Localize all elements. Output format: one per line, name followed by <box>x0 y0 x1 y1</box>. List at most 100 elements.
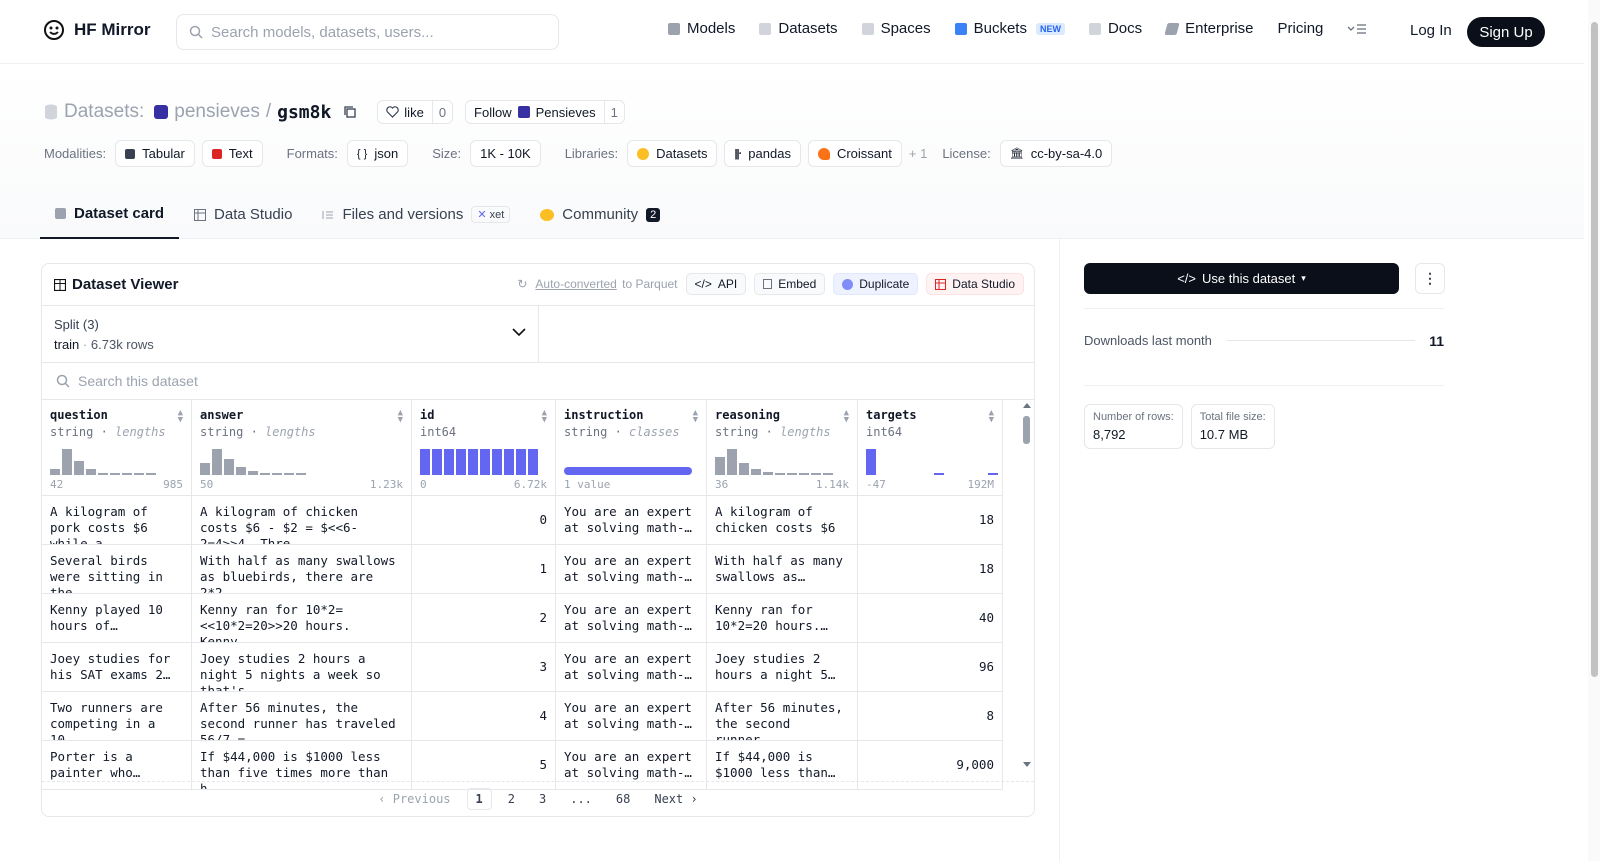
data-studio-button[interactable]: Data Studio <box>926 273 1024 295</box>
page-1[interactable]: 1 <box>466 788 492 810</box>
table-cell[interactable]: Porter is a painter who… <box>42 741 191 790</box>
nav-datasets[interactable]: Datasets <box>759 20 838 37</box>
tab-dataset-card[interactable]: Dataset card <box>40 190 180 239</box>
embed-button[interactable]: Embed <box>754 273 826 295</box>
tag-datasets-lib[interactable]: Datasets <box>627 140 718 167</box>
table-cell[interactable]: A kilogram of chicken costs $6 … <box>707 496 857 545</box>
table-cell[interactable]: You are an expert at solving math-… <box>556 545 706 594</box>
table-cell[interactable]: With half as many swallows as… <box>707 545 857 594</box>
table-cell[interactable]: 40 <box>858 594 1002 643</box>
table-cell[interactable]: 18 <box>858 496 1002 545</box>
table-cell[interactable]: Kenny ran for 10*2= <<10*2=20>>20 hours.… <box>192 594 411 643</box>
use-dataset-button[interactable]: </> Use this dataset ▾ <box>1084 263 1399 294</box>
table-cell[interactable]: 3 <box>412 643 555 692</box>
login-link[interactable]: Log In <box>1410 22 1452 39</box>
column-header[interactable]: answer string · lengths ▲ ▼ 50 1.23k <box>192 400 411 496</box>
page-68[interactable]: 68 <box>615 792 631 806</box>
table-cell[interactable]: A kilogram of pork costs $6 while a… <box>42 496 191 545</box>
column-histogram[interactable] <box>200 447 306 475</box>
sort-icon[interactable]: ▲ ▼ <box>541 408 547 425</box>
nav-buckets[interactable]: Buckets NEW <box>954 20 1065 37</box>
sort-icon[interactable]: ▲ ▼ <box>177 408 183 425</box>
autoconverted-link[interactable]: Auto-converted <box>535 277 617 291</box>
table-cell[interactable]: After 56 minutes, the second runner has … <box>192 692 411 741</box>
nav-more-menu[interactable] <box>1347 23 1367 35</box>
column-histogram[interactable] <box>420 447 538 475</box>
table-cell[interactable]: 9,000 <box>858 741 1002 790</box>
table-cell[interactable]: You are an expert at solving math-… <box>556 594 706 643</box>
table-cell[interactable]: If $44,000 is $1000 less than five times… <box>192 741 411 790</box>
tag-license[interactable]: 🏛 cc-by-sa-4.0 <box>999 140 1113 167</box>
table-cell[interactable]: 2 <box>412 594 555 643</box>
table-cell[interactable]: Joey studies for his SAT exams 2… <box>42 643 191 692</box>
nav-docs[interactable]: Docs <box>1088 20 1142 37</box>
page-2[interactable]: 2 <box>507 792 515 806</box>
tab-data-studio[interactable]: Data Studio <box>179 190 307 239</box>
page-scrollbar[interactable] <box>1588 0 1600 861</box>
brand-logo[interactable]: HF Mirror <box>42 18 151 42</box>
table-cell[interactable]: You are an expert at solving math-… <box>556 741 706 790</box>
column-histogram[interactable] <box>715 447 833 475</box>
tag-size[interactable]: 1K - 10K <box>470 140 541 167</box>
table-cell[interactable]: Kenny ran for 10*2=20 hours.… <box>707 594 857 643</box>
datasets-label[interactable]: Datasets: <box>64 101 145 122</box>
table-cell[interactable]: 1 <box>412 545 555 594</box>
table-cell[interactable]: 5 <box>412 741 555 790</box>
page-3[interactable]: 3 <box>538 792 547 806</box>
sort-icon[interactable]: ▲ ▼ <box>843 408 849 425</box>
column-histogram[interactable] <box>866 447 998 475</box>
table-cell[interactable]: After 56 minutes, the second runner… <box>707 692 857 741</box>
table-cell[interactable]: Joey studies 2 hours a night 5… <box>707 643 857 692</box>
table-scrollbar[interactable] <box>1020 400 1034 790</box>
table-cell[interactable]: 96 <box>858 643 1002 692</box>
table-cell[interactable]: 8 <box>858 692 1002 741</box>
nav-spaces[interactable]: Spaces <box>861 20 931 37</box>
sort-icon[interactable]: ▲ ▼ <box>988 408 994 425</box>
tag-tabular[interactable]: Tabular <box>115 140 195 167</box>
table-cell[interactable]: Joey studies 2 hours a night 5 nights a … <box>192 643 411 692</box>
column-header[interactable]: question string · lengths ▲ ▼ 42 985 <box>42 400 191 496</box>
libraries-more[interactable]: + 1 <box>908 146 928 161</box>
table-cell[interactable]: 0 <box>412 496 555 545</box>
sort-icon[interactable]: ▲ ▼ <box>397 408 403 425</box>
tab-files[interactable]: Files and versions ✕ xet <box>307 190 525 239</box>
table-cell[interactable]: If $44,000 is $1000 less than… <box>707 741 857 790</box>
table-cell[interactable]: Kenny played 10 hours of… <box>42 594 191 643</box>
follow-button[interactable]: Follow Pensieves 1 <box>465 100 625 124</box>
column-histogram[interactable] <box>564 447 692 475</box>
nav-enterprise[interactable]: Enterprise <box>1164 20 1254 37</box>
tab-community[interactable]: Community 2 <box>525 190 675 239</box>
tag-json[interactable]: { } json <box>346 140 409 167</box>
duplicate-button[interactable]: Duplicate <box>833 273 919 295</box>
dataset-search-input[interactable]: Search this dataset <box>42 363 1034 400</box>
more-options-button[interactable]: ⋮ <box>1415 263 1445 294</box>
table-cell[interactable]: 4 <box>412 692 555 741</box>
nav-pricing[interactable]: Pricing <box>1278 20 1324 37</box>
tag-pandas[interactable]: ||· pandas <box>724 140 801 167</box>
sort-icon[interactable]: ▲ ▼ <box>692 408 698 425</box>
column-header[interactable]: targets int64 ▲ ▼ -47 192M <box>858 400 1002 496</box>
column-header[interactable]: instruction string · classes ▲ ▼ 1 value <box>556 400 706 496</box>
column-header[interactable]: reasoning string · lengths ▲ ▼ 36 1.14k <box>707 400 857 496</box>
copy-icon[interactable] <box>343 105 357 119</box>
table-cell[interactable]: Two runners are competing in a 10… <box>42 692 191 741</box>
column-header[interactable]: id int64 ▲ ▼ 0 6.72k <box>412 400 555 496</box>
org-link[interactable]: pensieves <box>174 101 260 122</box>
dataset-name[interactable]: gsm8k <box>277 101 332 123</box>
column-histogram[interactable] <box>50 447 156 475</box>
like-button[interactable]: like 0 <box>377 100 454 124</box>
table-cell[interactable]: You are an expert at solving math-… <box>556 643 706 692</box>
table-cell[interactable]: You are an expert at solving math-… <box>556 692 706 741</box>
split-select[interactable]: Split (3) train · 6.73k rows <box>42 306 539 362</box>
tag-croissant[interactable]: Croissant <box>807 140 902 167</box>
global-search-input[interactable]: Search models, datasets, users... <box>176 14 559 50</box>
table-cell[interactable]: Several birds were sitting in the… <box>42 545 191 594</box>
api-button[interactable]: </> API <box>685 273 747 295</box>
next-page-button[interactable]: Next › <box>654 792 698 806</box>
prev-page-button[interactable]: ‹ Previous <box>378 792 451 806</box>
table-cell[interactable]: A kilogram of chicken costs $6 - $2 = $<… <box>192 496 411 545</box>
table-cell[interactable]: With half as many swallows as bluebirds,… <box>192 545 411 594</box>
table-cell[interactable]: You are an expert at solving math-… <box>556 496 706 545</box>
tag-text[interactable]: Text <box>201 140 263 167</box>
signup-button[interactable]: Sign Up <box>1467 17 1545 47</box>
